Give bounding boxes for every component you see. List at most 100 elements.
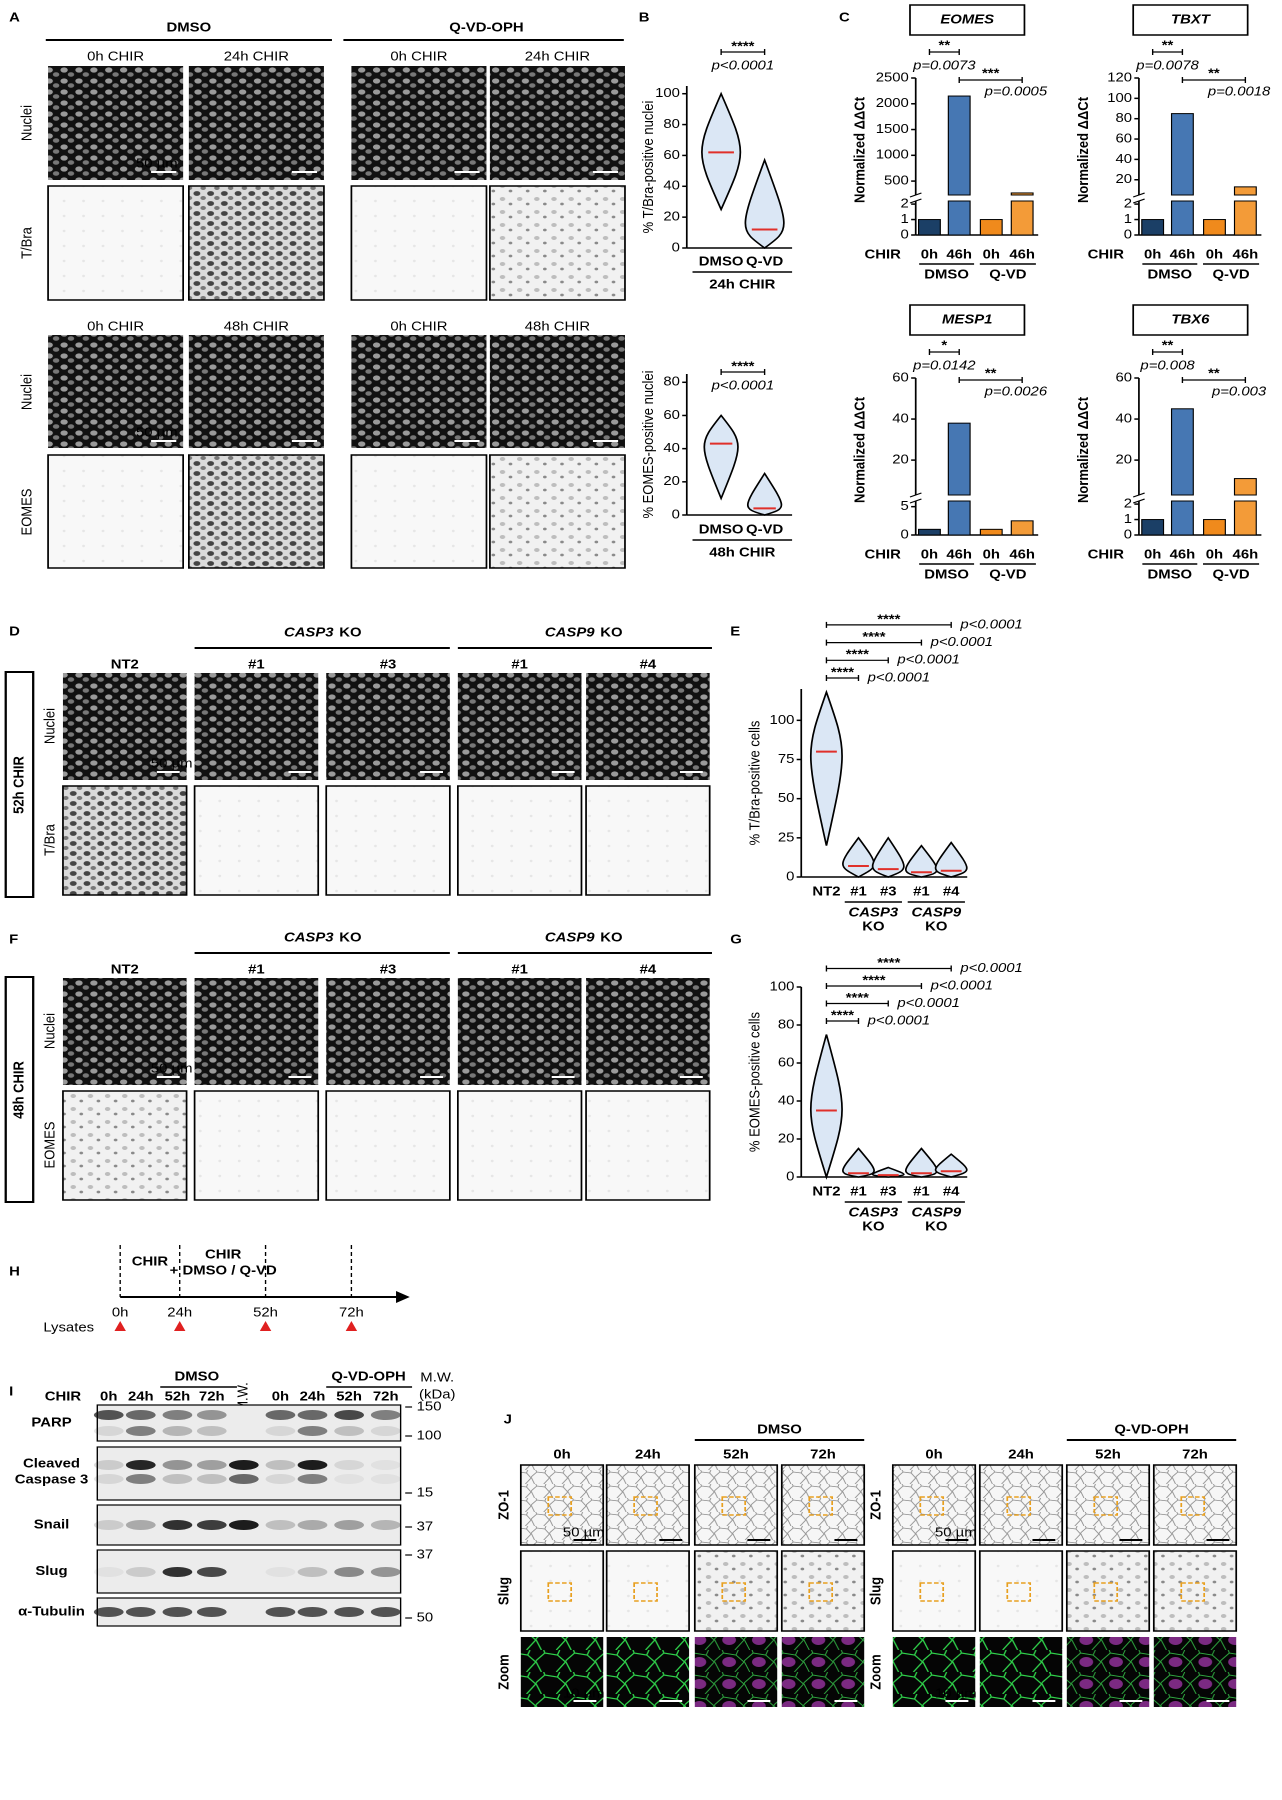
x-tick-label: 0h bbox=[983, 546, 1000, 561]
y-tick-label: 1 bbox=[1124, 211, 1133, 226]
y-tick-label: 20 bbox=[1115, 451, 1132, 466]
significance-stars: * bbox=[941, 337, 947, 352]
x-tick-label: DMSO bbox=[699, 253, 744, 268]
column-label: #4 bbox=[640, 656, 657, 671]
significance-stars: **** bbox=[731, 38, 755, 53]
x-tick-label: 46h bbox=[946, 546, 972, 561]
significance-stars: **** bbox=[831, 1007, 855, 1022]
micrograph bbox=[586, 673, 710, 780]
group-header: CASP9 KO bbox=[545, 624, 623, 639]
band bbox=[370, 1474, 401, 1484]
band bbox=[162, 1567, 193, 1577]
y-tick-label: 40 bbox=[892, 410, 909, 425]
band bbox=[228, 1520, 259, 1530]
micrograph bbox=[188, 66, 324, 180]
mw-marker: 50 bbox=[417, 1609, 434, 1624]
p-value: p=0.0142 bbox=[912, 357, 976, 372]
group-suffix: KO bbox=[862, 918, 884, 933]
bar bbox=[1170, 408, 1194, 496]
lysate-marker bbox=[114, 1321, 126, 1331]
time-label: 52h bbox=[723, 1446, 749, 1461]
band bbox=[265, 1426, 296, 1436]
x-tick-label: 46h bbox=[1009, 546, 1035, 561]
micrograph bbox=[979, 1637, 1063, 1707]
lysate-marker bbox=[259, 1321, 272, 1331]
micrograph bbox=[188, 335, 324, 448]
row-label: Nuclei bbox=[18, 105, 35, 141]
group-header: Q-VD-OPH bbox=[331, 1368, 405, 1383]
y-tick-label: 40 bbox=[778, 1092, 795, 1107]
micrograph bbox=[780, 1464, 866, 1546]
zoom-box bbox=[633, 1582, 658, 1602]
group-header: DMSO bbox=[757, 1421, 802, 1436]
p-value: p=0.0026 bbox=[984, 383, 1048, 398]
micrograph bbox=[978, 1550, 1064, 1632]
micrograph bbox=[519, 1550, 605, 1632]
p-value: p=0.0078 bbox=[1135, 57, 1199, 72]
y-tick-label: 1000 bbox=[876, 147, 909, 162]
significance-stars: ** bbox=[985, 365, 997, 380]
zoom-box bbox=[1180, 1582, 1206, 1602]
zoom-box bbox=[633, 1496, 658, 1516]
y-tick-label: 50 bbox=[778, 790, 795, 805]
y-tick-label: 60 bbox=[663, 407, 680, 422]
band bbox=[93, 1567, 124, 1577]
y-tick-label: 60 bbox=[1115, 130, 1132, 145]
scale-bar-label: 50 µm bbox=[151, 755, 193, 770]
y-tick-label: 120 bbox=[1107, 69, 1132, 84]
group-label: DMSO bbox=[924, 566, 969, 581]
gene-name: CASP3 bbox=[284, 929, 334, 944]
scale-bar-label: 50 µm bbox=[136, 155, 178, 170]
x-tick-label: 0h bbox=[921, 546, 938, 561]
mw-header: M.W. bbox=[420, 1369, 454, 1384]
zoom-box bbox=[808, 1496, 834, 1516]
panel-label: G bbox=[730, 931, 742, 946]
x-tick-label: Q-VD bbox=[746, 521, 783, 536]
time-label: 52h bbox=[253, 1304, 278, 1319]
group-label: Q-VD bbox=[989, 266, 1026, 281]
y-tick-label: 80 bbox=[663, 116, 680, 131]
micrograph bbox=[1065, 1550, 1151, 1632]
ko-label: KO bbox=[600, 929, 622, 944]
significance-stars: **** bbox=[877, 611, 901, 626]
bar bbox=[947, 422, 971, 496]
band bbox=[334, 1460, 364, 1470]
y-tick-label: 80 bbox=[778, 1016, 795, 1031]
x-tick-label: DMSO bbox=[699, 521, 744, 536]
band bbox=[297, 1426, 328, 1436]
row-label: Slug bbox=[867, 1577, 884, 1605]
y-tick-label: 80 bbox=[1115, 110, 1132, 125]
p-value: p<0.0001 bbox=[896, 995, 960, 1010]
x-tick-label: 46h bbox=[1233, 246, 1259, 261]
micrograph bbox=[193, 1090, 320, 1201]
band bbox=[125, 1410, 156, 1420]
micrograph bbox=[62, 673, 187, 780]
micrograph bbox=[188, 185, 325, 301]
violin bbox=[904, 1147, 938, 1178]
zoom-box bbox=[919, 1582, 945, 1602]
group-label: Q-VD bbox=[989, 566, 1026, 581]
group-header: CASP3 KO bbox=[284, 929, 362, 944]
time-label: 24h CHIR bbox=[525, 48, 590, 63]
bar bbox=[1203, 219, 1226, 236]
column-label: #3 bbox=[380, 656, 397, 671]
violin bbox=[904, 844, 938, 878]
bar bbox=[1170, 200, 1194, 236]
significance-stars: ** bbox=[1162, 337, 1174, 352]
y-tick-label: 100 bbox=[655, 85, 680, 100]
lysate-marker bbox=[345, 1321, 358, 1331]
micrograph bbox=[605, 1550, 690, 1632]
y-tick-label: 20 bbox=[778, 1130, 795, 1145]
y-tick-label: 5 bbox=[901, 498, 910, 513]
band bbox=[370, 1460, 401, 1470]
x-tick-label: 0h bbox=[921, 246, 938, 261]
p-value: p=0.003 bbox=[1211, 383, 1267, 398]
x-prefix: CHIR bbox=[864, 246, 900, 261]
bar bbox=[1010, 520, 1034, 536]
p-value: p<0.0001 bbox=[867, 1012, 931, 1027]
y-tick-label: 100 bbox=[770, 712, 795, 727]
panel-label: H bbox=[9, 1263, 20, 1278]
band bbox=[334, 1567, 364, 1577]
row-label: ZO-1 bbox=[495, 1490, 512, 1520]
time-label: 52h bbox=[1095, 1446, 1121, 1461]
